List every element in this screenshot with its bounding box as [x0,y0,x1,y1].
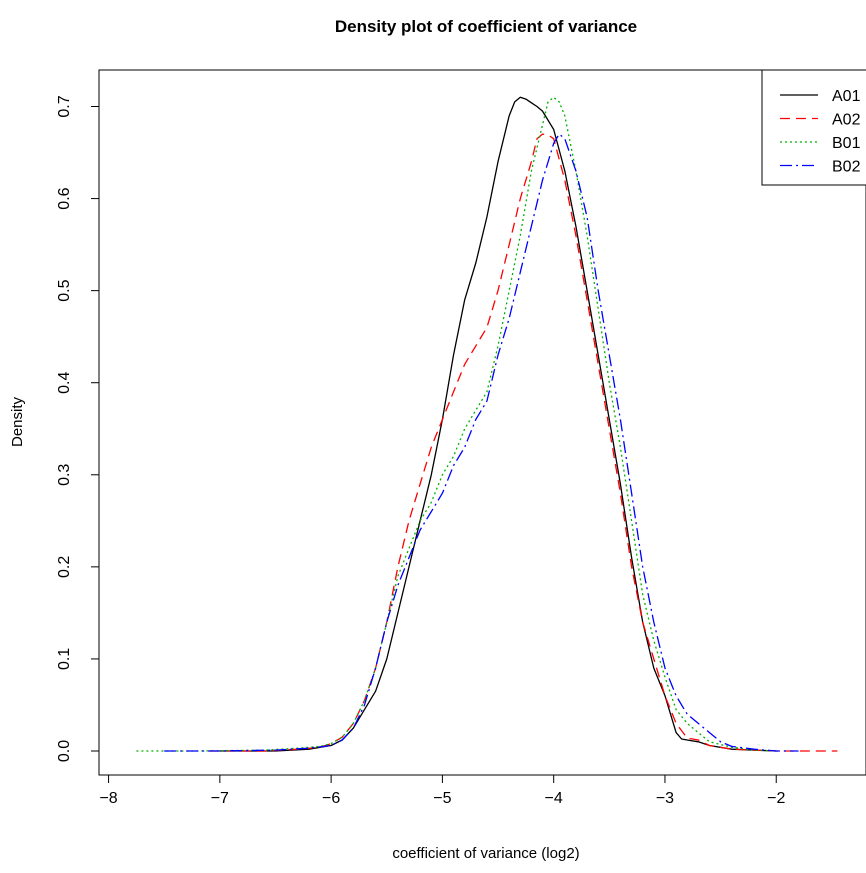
series-line-a01 [219,96,777,752]
x-tick-label: −7 [211,790,229,807]
y-tick-label: 0.3 [56,464,73,486]
plot-frame [98,69,866,776]
series-line-b02 [164,133,799,752]
series-line-a02 [208,133,838,752]
legend: A01 A02 B01 B02 [761,69,866,186]
y-axis: 0.0 0.1 0.2 0.3 0.4 0.5 0.6 0.7 [56,95,100,762]
plot-area [136,96,838,752]
legend-label: A02 [832,112,861,129]
series-line-b01 [136,96,777,752]
legend-label: A01 [832,88,861,105]
series-group [136,96,838,752]
x-tick-label: −4 [545,790,563,807]
x-axis-label: coefficient of variance (log2) [392,845,579,862]
x-axis: −8 −7 −6 −5 −4 −3 −2 [99,774,785,807]
y-tick-label: 0.2 [56,556,73,578]
x-tick-label: −8 [99,790,117,807]
x-tick-label: −5 [433,790,451,807]
legend-label: B01 [832,135,861,152]
y-tick-label: 0.4 [56,371,73,393]
y-axis-label: Density [9,396,26,447]
y-tick-label: 0.5 [56,279,73,301]
y-tick-label: 0.0 [56,740,73,762]
chart-title: Density plot of coefficient of variance [335,17,637,36]
x-tick-label: −2 [767,790,785,807]
y-tick-label: 0.6 [56,187,73,209]
y-tick-label: 0.7 [56,95,73,117]
y-tick-label: 0.1 [56,648,73,670]
x-tick-label: −3 [656,790,674,807]
x-tick-label: −6 [322,790,340,807]
legend-label: B02 [832,159,861,176]
